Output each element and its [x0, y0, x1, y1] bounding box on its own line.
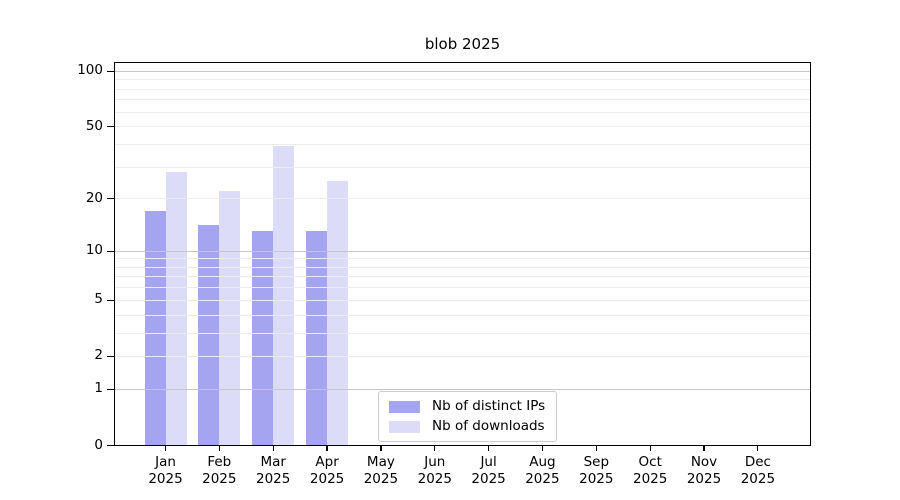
gridline-major: [115, 70, 810, 72]
gridline-minor: [115, 143, 810, 145]
gridline-minor: [115, 332, 810, 334]
x-axis-tick-mark: [218, 445, 220, 451]
legend-label-downloads: Nb of downloads: [432, 418, 545, 434]
legend-swatch-distinct-ips: [389, 400, 420, 413]
x-axis-month-label: Oct 2025: [633, 454, 668, 487]
gridline-major: [115, 250, 810, 252]
y-axis-tick-label: 20: [85, 189, 103, 206]
y-axis-tick-mark: [107, 70, 114, 73]
y-axis-tick-label: 100: [77, 62, 103, 79]
y-axis-tick-mark: [107, 445, 114, 447]
gridline-minor: [115, 79, 810, 81]
gridline-minor: [115, 314, 810, 316]
gridline-minor: [115, 355, 810, 357]
legend-label-distinct-ips: Nb of distinct IPs: [432, 398, 546, 414]
y-axis-tick-mark: [107, 355, 114, 358]
x-axis-tick-mark: [757, 445, 759, 451]
bar-distinct-ips: [144, 210, 166, 445]
y-axis-tick-mark: [107, 126, 114, 128]
bar-downloads: [219, 190, 241, 445]
bar-downloads: [327, 180, 349, 445]
gridline-minor: [115, 166, 810, 168]
x-axis-month-label: Jul 2025: [471, 454, 506, 487]
gridline-minor: [115, 287, 810, 289]
bar-downloads: [273, 145, 295, 445]
bar-distinct-ips: [198, 225, 220, 445]
y-axis-tick-mark: [107, 198, 114, 200]
x-axis-month-label: Dec 2025: [740, 454, 776, 487]
gridline-minor: [115, 99, 810, 101]
y-axis-tick-mark: [107, 250, 114, 252]
plot-area: Nb of distinct IPs Nb of downloads 0 1 2 5 1…: [77, 62, 811, 487]
x-axis-month-label: Nov 2025: [686, 454, 722, 487]
x-axis-tick-mark: [541, 445, 544, 451]
x-axis-tick-mark: [595, 445, 597, 451]
x-axis-month-label: Mar 2025: [256, 454, 291, 487]
x-axis-month-label: Apr 2025: [309, 454, 345, 487]
x-axis-month-label: Sep 2025: [579, 454, 614, 487]
x-axis-tick-mark: [434, 445, 436, 451]
x-axis-tick-mark: [326, 445, 328, 451]
x-axis-tick-mark: [487, 445, 490, 451]
gridline-minor: [115, 111, 810, 113]
y-axis-tick-label: 5: [94, 291, 103, 308]
x-axis-tick-mark: [649, 445, 651, 451]
legend-item-distinct-ips: Nb of distinct IPs: [389, 399, 545, 414]
x-axis-month-label: May 2025: [363, 454, 399, 487]
gridline-minor: [115, 88, 810, 90]
y-axis-tick-label: 0: [94, 436, 103, 453]
y-axis-tick-label: 2: [94, 347, 103, 364]
x-axis-month-label: Feb 2025: [202, 454, 237, 487]
legend-item-downloads: Nb of downloads: [389, 419, 545, 434]
x-axis-month-label: Jan 2025: [148, 454, 183, 487]
x-axis-month-label: Jun 2025: [417, 454, 452, 487]
x-axis-month-label: Aug 2025: [525, 454, 560, 487]
bar-distinct-ips: [306, 230, 328, 445]
gridline-minor: [115, 299, 810, 301]
gridline-major: [115, 388, 810, 390]
y-axis-tick-mark: [107, 299, 114, 302]
gridline-minor: [115, 276, 810, 278]
x-axis-tick-mark: [272, 445, 274, 451]
gridline-minor: [115, 258, 810, 260]
x-axis-tick-mark: [703, 445, 705, 451]
legend-swatch-downloads: [389, 420, 420, 433]
chart-title: blob 2025: [424, 35, 501, 53]
gridline-minor: [115, 266, 810, 268]
y-axis-tick-label: 10: [85, 242, 103, 258]
y-axis-tick-label: 1: [94, 380, 103, 397]
gridline-minor: [115, 198, 810, 200]
y-axis-tick-label: 50: [85, 117, 103, 134]
x-axis-tick-mark: [164, 445, 167, 451]
gridline-minor: [115, 126, 810, 128]
bar-distinct-ips: [252, 230, 274, 445]
legend: Nb of distinct IPs Nb of downloads: [378, 391, 558, 442]
bar-downloads: [165, 171, 187, 445]
y-axis-tick-mark: [107, 388, 114, 391]
x-axis-tick-mark: [380, 445, 382, 451]
